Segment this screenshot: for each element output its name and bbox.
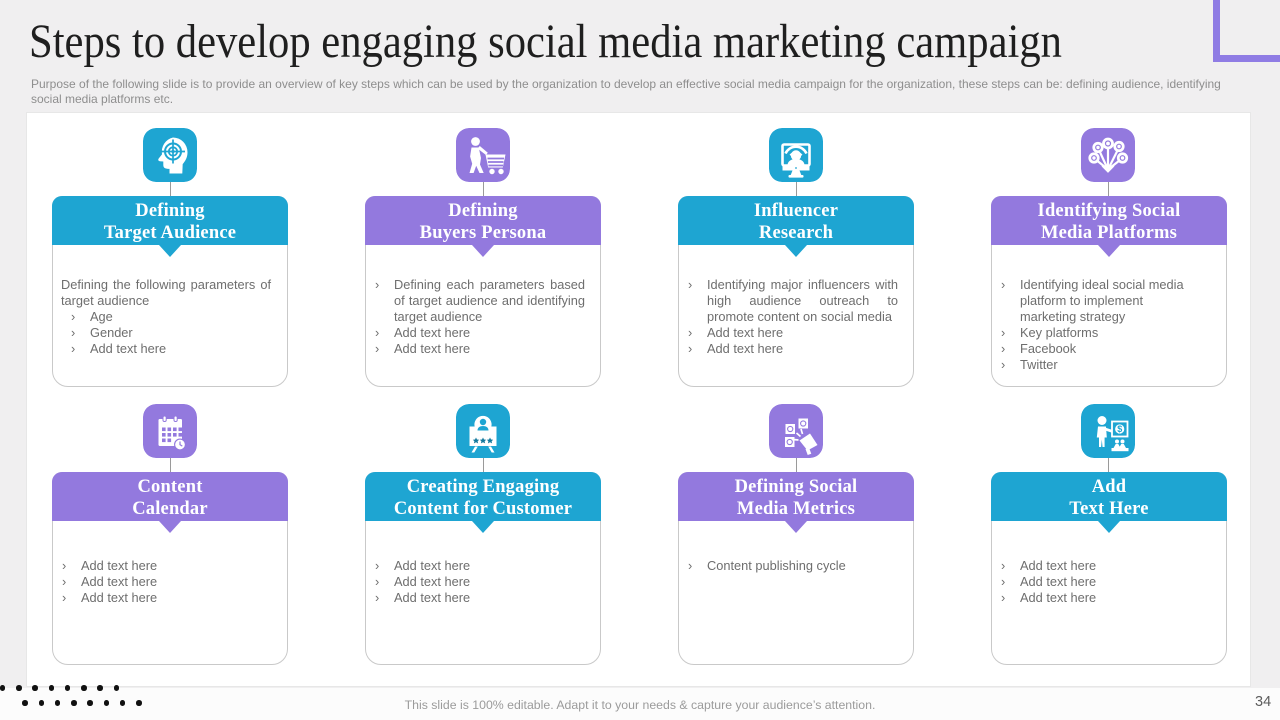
- svg-text:$: $: [1117, 424, 1122, 434]
